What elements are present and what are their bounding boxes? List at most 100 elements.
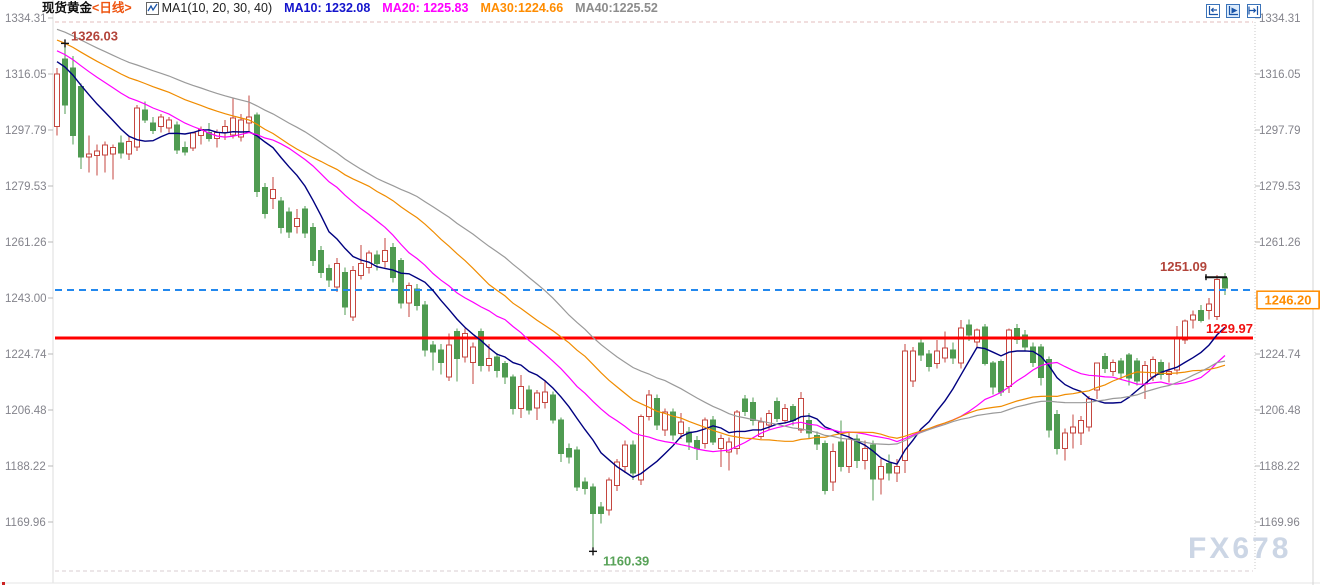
candle — [686, 431, 692, 443]
candle — [822, 442, 828, 491]
candle — [1022, 334, 1028, 348]
candle — [1182, 320, 1188, 341]
candle — [382, 249, 388, 263]
candle — [894, 466, 900, 474]
candle — [406, 285, 412, 304]
low-price-label: 1160.39 — [603, 553, 649, 568]
candle — [862, 447, 868, 462]
indicator-settings-icon[interactable] — [145, 2, 159, 15]
zoom-select-button[interactable] — [1226, 3, 1241, 18]
candle — [54, 73, 60, 127]
y-axis-labels: 1334.31 1334.31 1316.05 1316.05 1297.79 1297.… — [5, 13, 1301, 529]
fit-width-button[interactable] — [1206, 3, 1220, 18]
candle — [846, 438, 852, 468]
candle — [494, 356, 500, 371]
y-axis-label-right: 1261.26 — [1259, 237, 1301, 249]
candle — [1070, 426, 1076, 434]
candle — [854, 438, 860, 462]
candle — [814, 435, 820, 445]
candle — [1086, 398, 1092, 428]
peak-price-label: 1326.03 — [71, 28, 118, 43]
candle — [254, 114, 260, 193]
y-axis-label-left: 1243.00 — [5, 293, 47, 305]
candle — [470, 346, 476, 363]
zoom-select-icon — [1228, 6, 1238, 16]
candle — [94, 150, 100, 156]
candle — [414, 288, 420, 307]
candle — [142, 109, 148, 121]
candle — [750, 401, 756, 422]
candle — [1158, 361, 1164, 376]
candle — [206, 131, 212, 140]
pan-right-button[interactable] — [1246, 3, 1261, 18]
candle — [638, 416, 644, 481]
candle — [1126, 354, 1132, 379]
candle — [78, 85, 84, 158]
y-axis-label-left: 1169.96 — [5, 517, 46, 529]
candle — [966, 324, 972, 336]
candle — [70, 67, 76, 136]
candle — [694, 439, 700, 450]
candle — [1054, 414, 1060, 449]
candle — [62, 58, 68, 106]
candle — [542, 391, 548, 403]
candle — [102, 144, 108, 156]
candle — [350, 269, 356, 318]
candle — [438, 349, 444, 363]
candle — [622, 444, 628, 468]
candle — [1214, 279, 1220, 317]
recent-high-label: 1251.09 — [1160, 259, 1207, 274]
candle — [1190, 314, 1196, 321]
candle — [878, 466, 884, 480]
resistance-price-label: 1229.97 — [1206, 321, 1253, 336]
candle — [950, 349, 956, 359]
y-axis-label-right: 1169.96 — [1259, 517, 1300, 529]
ma10-value: MA10: 1232.08 — [284, 1, 371, 15]
candle — [486, 357, 492, 366]
y-axis-label-right: 1334.31 — [1259, 13, 1301, 25]
candle — [510, 376, 516, 409]
candle — [742, 398, 748, 412]
y-axis-label-left: 1316.05 — [5, 69, 47, 81]
candle — [670, 411, 676, 436]
ma40-value: MA40:1225.52 — [575, 1, 658, 15]
candle — [598, 506, 604, 515]
candle — [718, 437, 724, 450]
candle — [870, 444, 876, 480]
horizontal-lines — [55, 289, 1253, 340]
candle — [790, 406, 796, 422]
y-axis-label-right: 1297.79 — [1259, 125, 1301, 137]
candle — [118, 142, 124, 154]
period-label: <日线> — [92, 1, 132, 15]
y-axis-label-left: 1188.22 — [5, 461, 46, 473]
candle — [630, 444, 636, 474]
pan-right-icon — [1248, 6, 1259, 15]
candle — [1206, 303, 1212, 311]
ma-group-label: MA1(10, 20, 30, 40) — [161, 1, 273, 15]
candle — [1118, 360, 1124, 374]
moving-averages-layer — [56, 28, 1226, 479]
candle — [150, 122, 156, 131]
candle — [302, 208, 308, 234]
fit-width-icon — [1208, 6, 1218, 16]
candle — [734, 411, 740, 450]
y-axis-label-left: 1261.26 — [5, 237, 47, 249]
candle — [1222, 277, 1228, 289]
candle — [902, 350, 908, 462]
candle — [190, 132, 196, 149]
candle — [614, 461, 620, 486]
ma20-value: MA20: 1225.83 — [382, 1, 469, 15]
candle — [574, 449, 580, 488]
candle — [238, 119, 244, 138]
candle — [934, 350, 940, 364]
last-price-value: 1246.20 — [1265, 293, 1312, 308]
candle — [318, 249, 324, 273]
candle — [726, 441, 732, 453]
candle — [518, 386, 524, 409]
candle — [830, 450, 836, 483]
candle — [838, 441, 844, 468]
candle — [566, 448, 572, 458]
candle — [918, 342, 924, 356]
